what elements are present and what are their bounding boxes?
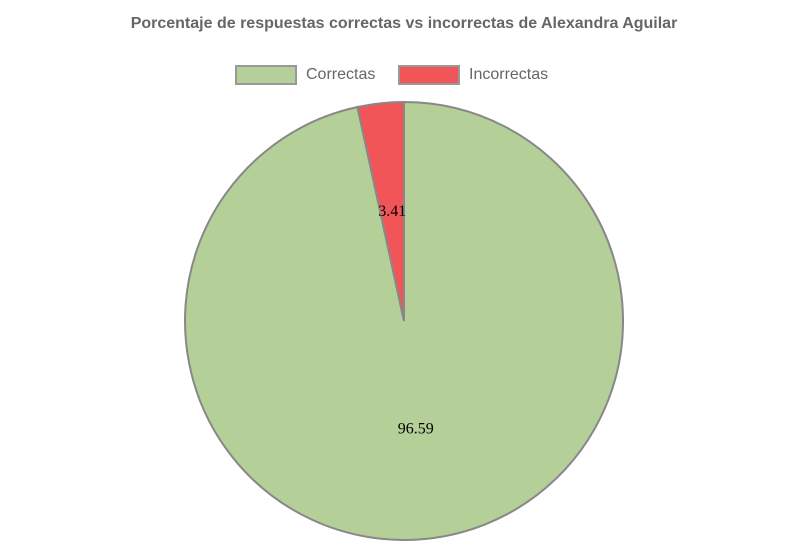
pie-slice	[356, 100, 405, 322]
legend-swatch	[398, 65, 460, 85]
legend-label: Incorrectas	[469, 66, 548, 83]
data-label: 3.41	[378, 203, 406, 220]
chart-title: Porcentaje de respuestas correctas vs in…	[131, 15, 678, 32]
legend-swatch	[235, 65, 297, 85]
legend-label: Correctas	[306, 66, 375, 83]
data-label: 96.59	[398, 421, 434, 438]
